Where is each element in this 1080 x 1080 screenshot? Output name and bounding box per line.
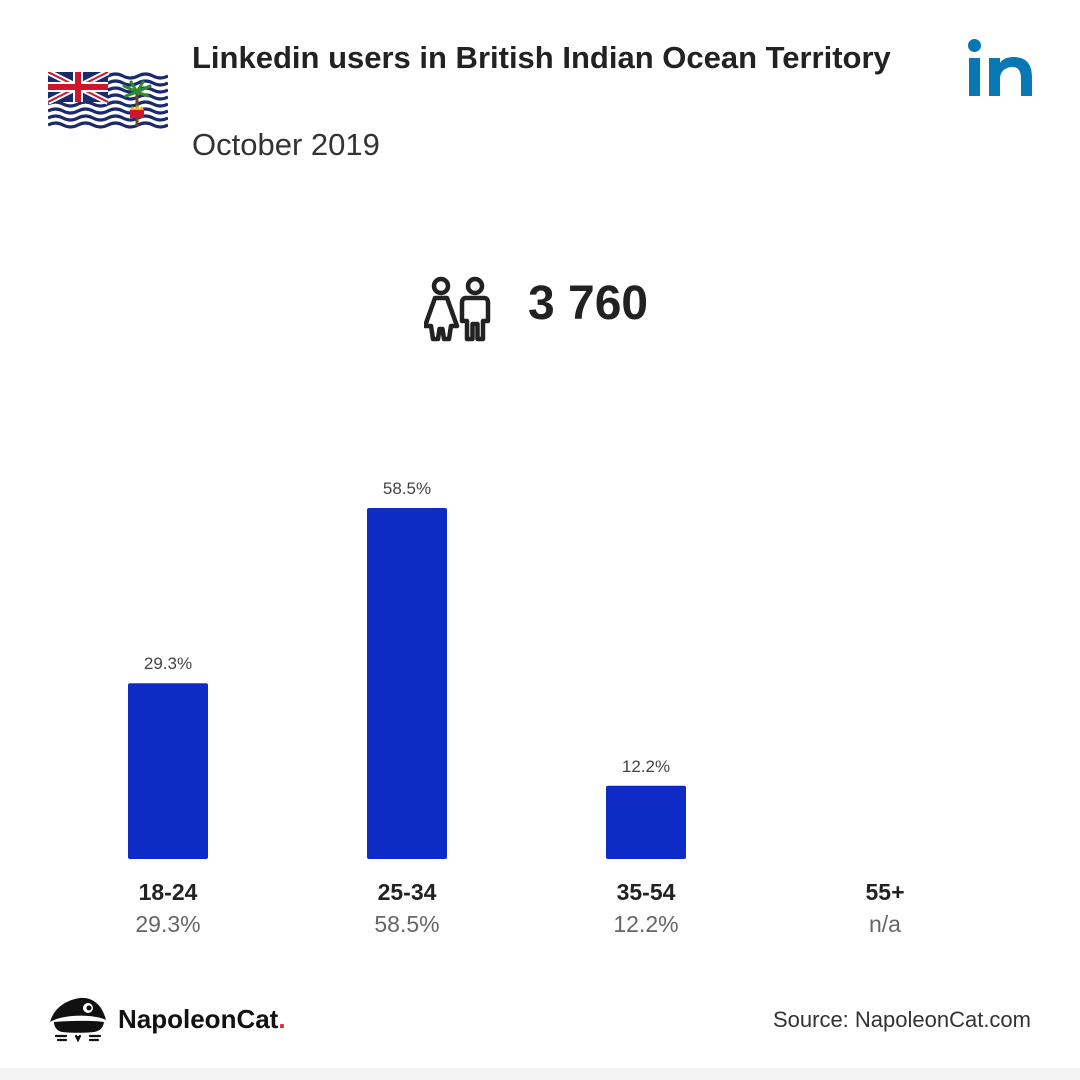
bar-value-label: 29.3%: [144, 654, 192, 673]
chart-subtitle-date: October 2019: [192, 127, 380, 162]
category-share-label: 12.2%: [613, 911, 678, 937]
category-label: 25-34: [378, 879, 437, 905]
bar-value-label: 58.5%: [383, 479, 431, 498]
linkedin-icon: [968, 39, 1032, 96]
brand-name-text: NapoleonCat: [118, 1004, 279, 1034]
users-icon: [424, 276, 491, 342]
bottom-strip: [0, 1068, 1080, 1080]
chart-title: Linkedin users in British Indian Ocean T…: [192, 40, 891, 75]
source-credit: Source: NapoleonCat.com: [772, 1007, 1031, 1032]
total-users-count: 3 760: [528, 277, 649, 330]
bar-18-24: [128, 683, 208, 859]
bar-value-label: 12.2%: [622, 757, 670, 776]
bar-35-54: [606, 785, 686, 859]
brand-dot: .: [278, 1004, 286, 1034]
british-indian-ocean-territory-flag-icon: [48, 72, 168, 132]
category-label: 35-54: [617, 879, 676, 905]
brand-name: NapoleonCat.: [118, 1004, 286, 1034]
napoleoncat-logo-icon: [50, 997, 106, 1043]
category-label: 55+: [865, 879, 904, 905]
category-share-label: 58.5%: [374, 911, 439, 937]
category-label: 18-24: [139, 879, 198, 905]
category-share-label: n/a: [869, 911, 901, 937]
bar-25-34: [367, 508, 447, 859]
category-share-label: 29.3%: [135, 911, 200, 937]
